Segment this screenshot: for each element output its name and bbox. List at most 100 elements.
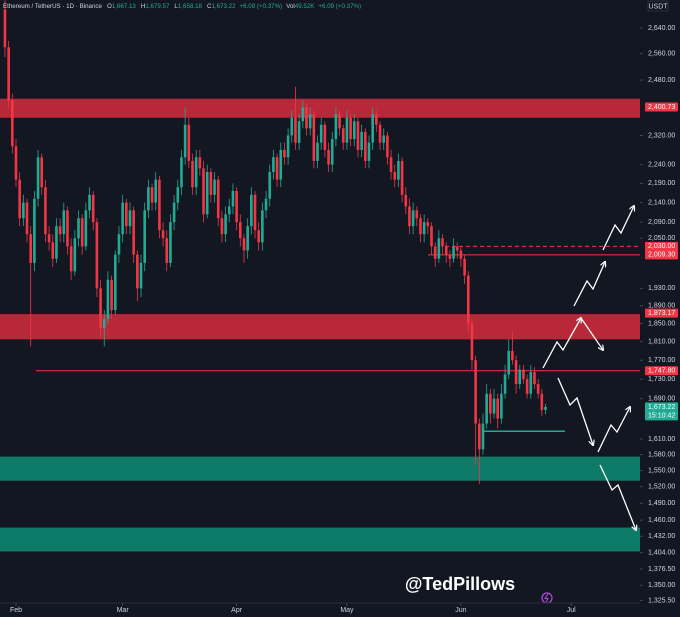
y-tick-label: 1,770.00 [648,357,675,364]
arrow [557,377,593,445]
price-tag [645,102,678,112]
x-tick-label: Jul [567,607,576,614]
candle-body [7,47,10,101]
currency-box [647,0,669,12]
candle-body [478,423,481,450]
candle-body [227,206,231,215]
price-tag [645,250,678,260]
candle-body [341,128,345,143]
candle-body [316,142,319,161]
field-value: 1,673.22 [211,3,236,10]
y-tick-label: 1,580.00 [648,451,675,458]
candle-body [99,288,102,329]
y-tick-label: 2,320.00 [648,132,675,139]
candle-body [139,262,143,289]
candle-body [194,157,198,188]
candle-body [91,194,95,223]
candle-body [404,194,408,207]
candle-body [470,323,474,361]
y-tick-label: 1,460.00 [648,517,675,524]
y-tick-label: 1,930.00 [648,285,675,292]
candle-body [250,194,253,227]
candle-body [235,190,238,223]
candle-body [128,210,132,227]
candle-body [136,254,139,289]
header: Ethereum / TetherUS · 1D · Binance O1,667… [3,3,361,10]
candle-body [319,124,323,143]
candle-body [345,117,349,143]
arrow [602,206,634,251]
candle-body [77,218,80,239]
price-tags: 2,400.73 2,030.00 2,009.30 1,873.17 1,747.80… [645,102,678,421]
price-tag [645,308,678,318]
price-tag-label: 1,673.22 [648,404,675,411]
candle-body [158,179,161,231]
field-key: O [107,3,112,10]
candle-body [327,149,330,165]
candle-body [419,218,422,235]
y-tick-label: 1,550.00 [648,467,675,474]
candle-body [121,202,124,235]
candle-body [312,114,316,161]
candle-body [44,187,47,235]
candle-body [415,210,419,219]
y-tick-label: 1,490.00 [648,500,675,507]
candle-body [275,157,279,180]
y-tick-label: 2,240.00 [648,161,675,168]
y-tick-label: 1,610.00 [648,436,675,443]
price-tag-label: 1,747.80 [648,368,675,375]
candle-body [507,350,511,375]
candle-body [187,124,191,161]
candle-body [518,369,522,385]
candle-body [69,246,73,272]
volume: 49.52K [295,3,315,10]
candle-body [66,210,69,247]
candle-body [40,157,44,188]
candle-body [238,222,242,239]
candle-body [279,149,283,180]
candle-body [80,218,84,247]
candle-body [117,234,121,255]
zone [0,314,640,340]
price-tag-label: 2,030.00 [648,243,675,250]
field-value: 1,667.13 [112,3,137,10]
projection-arrows [542,206,636,530]
candle-body [496,398,499,419]
y-tick-label: 1,325.50 [648,597,675,604]
candle-body [3,9,7,48]
price-tag [645,241,678,251]
candle-body [62,210,66,235]
candle-body [264,198,268,211]
candle-body [397,160,400,180]
field-key: L [174,3,178,10]
candle-body [209,172,213,195]
candle-body [84,210,88,247]
candle-body [294,117,297,143]
candle-body [411,210,415,227]
candle-body [481,423,485,450]
candle-body [544,406,547,410]
candle-body [113,254,117,311]
candle-body [426,222,430,227]
y-tick-label: 2,560.00 [648,51,675,58]
y-tick-label: 1,810.00 [648,339,675,346]
candle-body [272,157,275,173]
volume-key: Vol [286,3,295,10]
currency: USDT [648,3,668,10]
candle-body [452,246,455,259]
x-tick-label: Jun [455,607,466,614]
y-tick-label: 1,890.00 [648,303,675,310]
x-tick-label: Mar [117,607,130,614]
candle-body [143,210,146,263]
candle-body [349,117,352,140]
candles [3,0,547,484]
symbol: Ethereum / TetherUS · 1D · Binance [3,3,102,10]
y-tick-label: 1,520.00 [648,484,675,491]
candle-body [172,202,176,223]
price-tag-label: 2,009.30 [648,252,675,259]
candle-body [433,246,437,259]
candle-body [308,114,312,129]
candle-body [216,179,220,219]
arrow [542,318,581,369]
candle-body [466,275,470,324]
